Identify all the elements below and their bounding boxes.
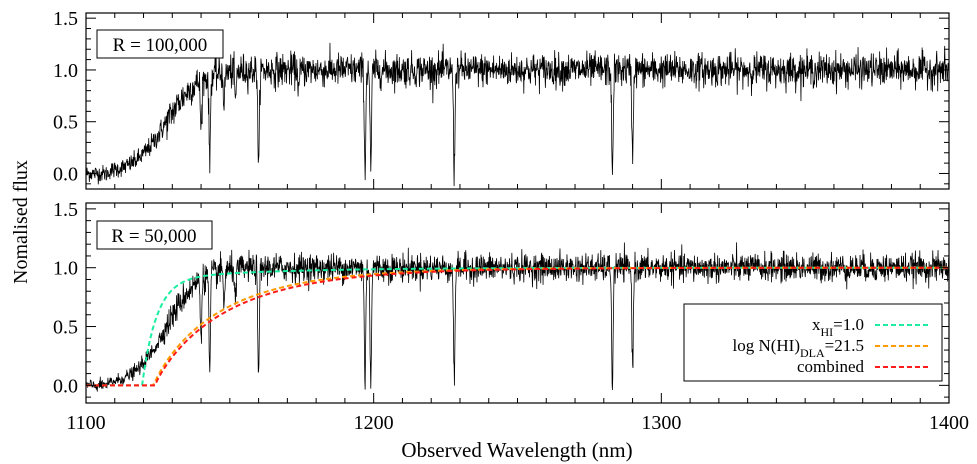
top-axis-ticks: 0.0 0.5 1.0 1.5 [53, 8, 950, 189]
legend-label: combined [797, 357, 865, 376]
model-curve-1 [86, 266, 949, 387]
y-tick-label: 0.5 [53, 317, 78, 339]
y-tick-label: 0.0 [53, 375, 78, 397]
top-resolution-label: R = 100,000 [113, 35, 208, 56]
legend-box [683, 303, 943, 382]
legend-label-main: log N(HI) [732, 336, 800, 355]
bottom-resolution-box [96, 220, 213, 250]
y-tick-label: 1.5 [53, 199, 78, 221]
legend-label-sub: HI [820, 325, 833, 339]
panel-top: 0.0 0.5 1.0 1.5 R = 100,000 [53, 8, 950, 190]
bottom-resolution-label: R = 50,000 [111, 226, 196, 247]
legend-label-rest: =21.5 [825, 336, 864, 355]
y-tick-label: 1.5 [53, 8, 78, 30]
bottom-spectrum-group [86, 242, 949, 392]
y-tick-label: 0.5 [53, 112, 78, 134]
legend-label-rest: =1.0 [833, 315, 864, 334]
legend-label: log N(HI)DLA=21.5 [732, 336, 864, 360]
spectrum-line-bottom [86, 242, 949, 392]
x-tick-label: 1100 [66, 412, 105, 434]
x-tick-label: 1300 [641, 412, 681, 434]
x-tick-label: 1200 [354, 412, 394, 434]
legend-label: xHI=1.0 [812, 315, 864, 339]
x-tick-label: 1400 [929, 412, 969, 434]
top-resolution-box [96, 29, 224, 59]
y-tick-label: 1.0 [53, 258, 78, 280]
legend-label-main: combined [797, 357, 865, 376]
spectrum-line-top [86, 42, 949, 187]
legend-label-sub: DLA [800, 346, 825, 360]
legend-label-main: x [812, 315, 821, 334]
x-tick-labels: 1100 1200 1300 1400 [66, 412, 969, 434]
y-axis-label: Nomalised flux [10, 160, 32, 284]
y-tick-label: 1.0 [53, 60, 78, 82]
model-curve-2 [86, 266, 949, 387]
bottom-axis-ticks: 0.0 0.5 1.0 1.5 [53, 199, 950, 403]
x-axis-label: Observed Wavelength (nm) [401, 438, 632, 462]
y-tick-label: 0.0 [53, 163, 78, 185]
model-curve-0 [86, 266, 949, 387]
top-spectrum-group [86, 42, 949, 187]
